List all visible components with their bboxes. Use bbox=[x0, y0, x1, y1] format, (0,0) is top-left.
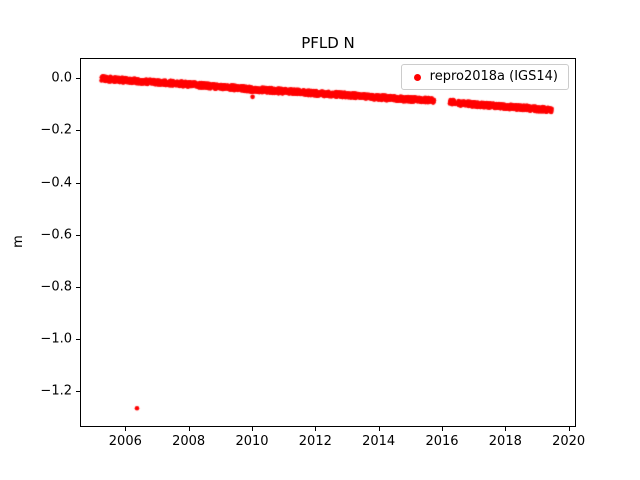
x-tick-label: 2020 bbox=[552, 434, 586, 449]
x-tick-mark bbox=[188, 427, 190, 431]
y-tick-mark bbox=[76, 286, 80, 288]
x-tick-mark bbox=[315, 427, 317, 431]
x-tick-label: 2014 bbox=[362, 434, 396, 449]
y-tick-label: −1.0 bbox=[40, 331, 72, 347]
y-axis-label: m bbox=[10, 235, 26, 248]
y-tick-label: −0.6 bbox=[40, 227, 72, 243]
legend: repro2018a (IGS14) bbox=[400, 64, 569, 90]
x-tick-mark bbox=[442, 427, 443, 431]
x-tick-mark bbox=[252, 427, 253, 431]
scatter-canvas bbox=[81, 59, 575, 426]
x-tick-label: 2016 bbox=[425, 434, 459, 449]
y-tick-label: −0.4 bbox=[40, 175, 72, 191]
plot-area: repro2018a (IGS14) bbox=[80, 58, 576, 427]
x-tick-mark bbox=[505, 427, 507, 431]
y-tick-mark bbox=[76, 78, 80, 80]
y-tick-mark bbox=[76, 234, 80, 236]
y-tick-mark bbox=[76, 130, 80, 132]
y-tick-label: −0.2 bbox=[40, 122, 72, 138]
x-tick-label: 2008 bbox=[172, 434, 206, 449]
chart-title: PFLD N bbox=[301, 34, 355, 52]
x-tick-label: 2012 bbox=[298, 434, 332, 449]
y-tick-label: −1.2 bbox=[40, 383, 72, 399]
y-tick-label: 0.0 bbox=[51, 70, 72, 86]
legend-marker-dot bbox=[413, 73, 421, 81]
y-tick-mark bbox=[76, 338, 80, 340]
x-tick-mark bbox=[378, 427, 380, 431]
x-tick-mark bbox=[568, 427, 570, 431]
x-tick-label: 2010 bbox=[235, 434, 269, 449]
x-tick-label: 2006 bbox=[108, 434, 142, 449]
y-tick-mark bbox=[76, 391, 80, 393]
x-tick-mark bbox=[125, 427, 127, 431]
y-tick-label: −0.8 bbox=[40, 279, 72, 295]
y-tick-mark bbox=[76, 182, 80, 184]
legend-label: repro2018a (IGS14) bbox=[429, 69, 558, 84]
x-tick-label: 2018 bbox=[488, 434, 522, 449]
